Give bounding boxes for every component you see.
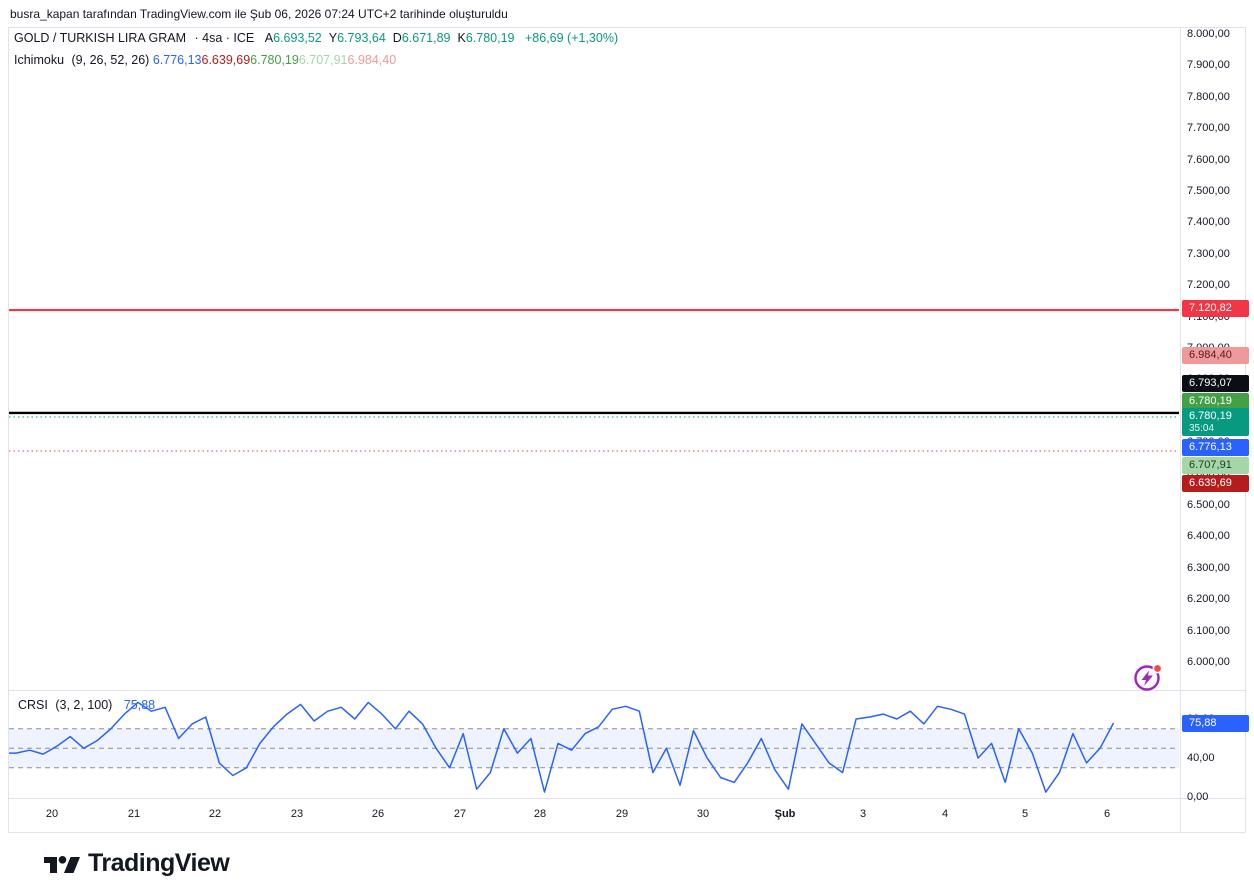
price-axis-label: 7.500,00 xyxy=(1187,185,1230,197)
price-axis-label: 7.600,00 xyxy=(1187,153,1230,166)
ohlc-item: D6.671,89 xyxy=(392,31,451,45)
crsi-legend[interactable]: CRSI (3, 2, 100) 75,88 xyxy=(18,698,155,712)
indicator-name: Ichimoku xyxy=(14,53,65,67)
ohlc-values: A6.693,52 Y6.793,64 D6.671,89 K6.780,19 xyxy=(258,31,515,45)
crsi-axis-label: 0,00 xyxy=(1187,791,1209,803)
indicator-value: 6.707,91 xyxy=(298,53,348,67)
indicator-value: 6.776,13 xyxy=(152,53,202,67)
price-axis-label: 7.900,00 xyxy=(1187,59,1230,72)
current-price-badge: 6.780,19 35:04 xyxy=(1182,408,1249,436)
symbol-title: GOLD / TURKISH LIRA GRAM xyxy=(14,31,187,45)
price-axis-label: 7.200,00 xyxy=(1187,279,1230,292)
attribution-text: busra_kapan tarafından TradingView.com i… xyxy=(10,7,508,21)
crsi-value-badge: 75,88 xyxy=(1182,714,1249,732)
indicator-values: 6.776,136.639,696.780,196.707,916.984,40 xyxy=(153,53,396,67)
time-axis-label: 21 xyxy=(127,808,141,820)
price-axis-label: 6.200,00 xyxy=(1187,593,1230,606)
price-axis-label: 7.800,00 xyxy=(1187,90,1230,103)
price-axis-label: 6.500,00 xyxy=(1187,499,1230,511)
time-axis-label: 27 xyxy=(453,808,467,820)
ohlc-item: Y6.793,64 xyxy=(328,31,386,45)
price-axis-label: 7.700,00 xyxy=(1187,122,1230,135)
tradingview-logo-text: TradingView xyxy=(88,849,230,877)
price-badge: 6.776,13 xyxy=(1182,438,1249,456)
indicator-value: 6.984,40 xyxy=(347,53,397,67)
price-badge: 6.707,91 xyxy=(1182,456,1249,474)
price-badge: 6.793,07 xyxy=(1182,374,1249,392)
price-badge: 6.984,40 xyxy=(1182,346,1249,364)
tradingview-logo-icon xyxy=(44,856,80,873)
crsi-params: (3, 2, 100) xyxy=(55,698,113,712)
crsi-axis-label: 40,00 xyxy=(1187,752,1215,764)
symbol-interval-exchange: · 4sa · ICE xyxy=(194,31,255,45)
time-axis-label: 3 xyxy=(859,808,867,820)
time-axis-label: 30 xyxy=(696,808,710,820)
ichimoku-legend[interactable]: Ichimoku (9, 26, 52, 26) 6.776,136.639,6… xyxy=(14,53,396,67)
price-axis-label: 7.300,00 xyxy=(1187,247,1230,260)
ohlc-item: A6.693,52 xyxy=(264,31,322,45)
price-axis-label: 6.400,00 xyxy=(1187,530,1230,543)
price-axis-label: 8.000,00 xyxy=(1187,28,1230,40)
price-axis-label: 7.400,00 xyxy=(1187,216,1230,229)
ohlc-item: K6.780,19 xyxy=(457,31,515,45)
time-axis-label: 28 xyxy=(533,808,547,820)
pane-separator xyxy=(8,690,1246,691)
change-value: +86,69 (+1,30%) xyxy=(524,31,619,45)
crsi-title: CRSI xyxy=(18,698,48,712)
price-axis-label: 6.000,00 xyxy=(1187,656,1230,668)
time-axis-label: 4 xyxy=(941,808,949,820)
price-badge: 7.120,82 xyxy=(1182,299,1249,317)
time-axis-label: 23 xyxy=(290,808,304,820)
boost-lightning-icon xyxy=(1134,663,1163,691)
time-axis-label: 22 xyxy=(208,808,222,820)
time-axis-label: 5 xyxy=(1021,808,1029,820)
price-axis-label: 6.300,00 xyxy=(1187,561,1230,574)
indicator-value: 6.639,69 xyxy=(201,53,251,67)
time-axis-label: 26 xyxy=(371,808,385,820)
indicator-value: 6.780,19 xyxy=(250,53,299,67)
time-axis-label: 6 xyxy=(1103,808,1111,820)
price-axis-separator xyxy=(1180,27,1181,833)
time-axis-label: 29 xyxy=(615,808,629,820)
crsi-pane[interactable] xyxy=(0,692,1180,798)
crsi-value: 75,88 xyxy=(123,698,156,712)
time-axis-label: Şub xyxy=(774,808,796,820)
symbol-legend[interactable]: GOLD / TURKISH LIRA GRAM · 4sa · ICE A6.… xyxy=(14,31,618,45)
time-axis-separator xyxy=(8,798,1246,799)
price-badge: 6.780,19 xyxy=(1182,392,1249,410)
price-axis-label: 6.100,00 xyxy=(1187,624,1230,637)
indicator-params: (9, 26, 52, 26) xyxy=(71,53,150,67)
main-chart-pane[interactable] xyxy=(0,28,1180,690)
time-axis-label: 20 xyxy=(45,808,59,820)
price-badge: 6.639,69 xyxy=(1182,474,1249,492)
